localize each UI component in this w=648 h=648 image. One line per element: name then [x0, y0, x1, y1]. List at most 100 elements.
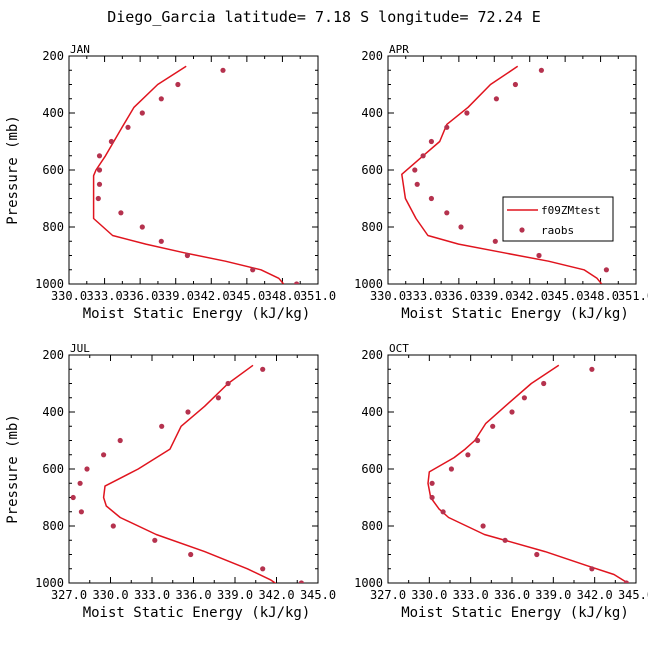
raob-point: [215, 395, 221, 401]
legend-box: [502, 196, 614, 242]
x-tick-label: 336.0: [175, 588, 211, 602]
raob-point: [458, 224, 464, 230]
series-group: [427, 364, 629, 583]
raob-point: [101, 452, 107, 458]
y-tick-label: 400: [361, 106, 383, 120]
y-tick-label: 1000: [354, 277, 383, 291]
raob-point: [294, 281, 300, 284]
series-line-f09zmtest: [427, 364, 629, 583]
x-axis-label: Moist Static Energy (kJ/kg): [83, 306, 311, 322]
raob-point: [78, 509, 84, 515]
raob-point: [428, 138, 434, 145]
y-axis-label: Pressure (mb): [5, 414, 21, 524]
x-tick-label: 345.0: [229, 289, 265, 303]
x-tick-label: 333.0: [87, 289, 123, 303]
raob-point: [475, 437, 481, 444]
x-tick-label: 327.0: [51, 588, 87, 602]
raob-point: [534, 551, 540, 558]
legend-marker-swatch: [519, 227, 525, 233]
y-axis-label: Pressure (mb): [5, 115, 21, 225]
x-tick-label: 330.0: [411, 588, 447, 602]
raob-point: [139, 110, 145, 116]
raob-point: [158, 96, 164, 102]
raob-point: [250, 267, 256, 273]
raob-point: [108, 138, 114, 145]
raob-point: [429, 480, 435, 486]
raob-point: [465, 452, 471, 458]
raob-point: [139, 224, 145, 230]
raob-point: [110, 523, 116, 529]
panel-label: JUL: [70, 342, 90, 355]
raob-point: [603, 267, 610, 273]
x-tick-label: 348.0: [583, 289, 619, 303]
x-tick-label: 330.0: [51, 289, 87, 303]
raob-point: [117, 437, 123, 444]
raob-point: [521, 395, 528, 401]
raob-point: [175, 81, 181, 88]
y-tick-label: 800: [361, 519, 383, 533]
x-tick-label: 333.0: [405, 289, 441, 303]
raob-point: [444, 210, 450, 216]
x-tick-label: 339.0: [158, 289, 194, 303]
series-line-f09zmtest: [401, 65, 603, 284]
legend-label-model: f09ZMtest: [541, 204, 601, 217]
x-tick-label: 345.0: [300, 588, 336, 602]
raob-point: [464, 110, 470, 116]
y-tick-label: 600: [361, 163, 383, 177]
x-tick-label: 327.0: [370, 588, 406, 602]
x-tick-label: 339.0: [217, 588, 253, 602]
raob-point: [589, 366, 595, 372]
raob-point: [512, 81, 519, 88]
raob-point: [96, 167, 103, 173]
y-tick-label: 600: [361, 462, 383, 476]
y-tick-label: 800: [42, 220, 64, 234]
raob-point: [185, 409, 191, 415]
raob-point: [623, 580, 629, 583]
series-line-f09zmtest: [92, 65, 285, 284]
raob-point: [159, 423, 165, 429]
x-tick-label: 345.0: [547, 289, 583, 303]
raob-point: [492, 238, 498, 244]
x-tick-label: 348.0: [265, 289, 301, 303]
y-tick-label: 800: [361, 220, 383, 234]
x-tick-label: 342.0: [577, 588, 613, 602]
raob-point: [635, 283, 636, 284]
raob-point: [96, 153, 103, 159]
plot-frame: [68, 354, 319, 584]
y-tick-label: 400: [42, 106, 64, 120]
legend-label-obs: raobs: [541, 224, 574, 237]
y-tick-label: 1000: [35, 576, 64, 590]
plot-frame: [387, 55, 637, 285]
raob-point: [536, 252, 542, 259]
x-tick-label: 342.0: [193, 289, 229, 303]
x-tick-label: 342.0: [512, 289, 548, 303]
x-tick-label: 339.0: [535, 588, 571, 602]
raob-point: [125, 124, 131, 130]
raob-point: [158, 238, 164, 244]
raob-point: [225, 380, 231, 387]
series-group: [92, 65, 300, 284]
y-tick-label: 200: [42, 348, 64, 362]
raob-point: [589, 566, 595, 572]
series-line-f09zmtest: [102, 364, 277, 583]
y-tick-label: 1000: [35, 277, 64, 291]
x-tick-label: 351.0: [618, 289, 648, 303]
y-tick-label: 600: [42, 462, 64, 476]
panel-label: OCT: [389, 342, 409, 355]
raob-point: [84, 466, 90, 472]
y-tick-label: 400: [361, 405, 383, 419]
legend: f09ZMtest raobs: [502, 196, 614, 242]
raob-point: [77, 480, 83, 486]
x-tick-label: 330.0: [370, 289, 406, 303]
raob-point: [490, 423, 496, 429]
y-tick-label: 200: [42, 49, 64, 63]
raob-point: [541, 380, 547, 387]
raob-point: [220, 67, 226, 73]
y-tick-label: 600: [42, 163, 64, 177]
panel-label: JAN: [70, 43, 90, 56]
x-axis-label: Moist Static Energy (kJ/kg): [401, 605, 629, 621]
